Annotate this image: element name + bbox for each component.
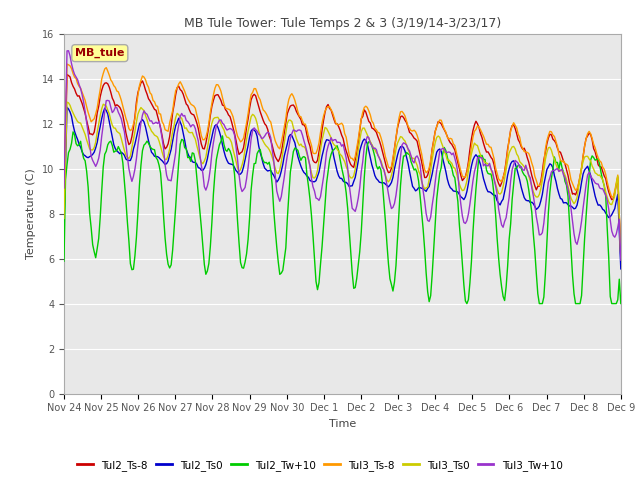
Y-axis label: Temperature (C): Temperature (C) — [26, 168, 36, 259]
Legend: Tul2_Ts-8, Tul2_Ts0, Tul2_Tw+10, Tul3_Ts-8, Tul3_Ts0, Tul3_Tw+10: Tul2_Ts-8, Tul2_Ts0, Tul2_Tw+10, Tul3_Ts… — [73, 456, 567, 475]
X-axis label: Time: Time — [329, 419, 356, 429]
Text: MB_tule: MB_tule — [75, 48, 125, 58]
Title: MB Tule Tower: Tule Temps 2 & 3 (3/19/14-3/23/17): MB Tule Tower: Tule Temps 2 & 3 (3/19/14… — [184, 17, 501, 30]
